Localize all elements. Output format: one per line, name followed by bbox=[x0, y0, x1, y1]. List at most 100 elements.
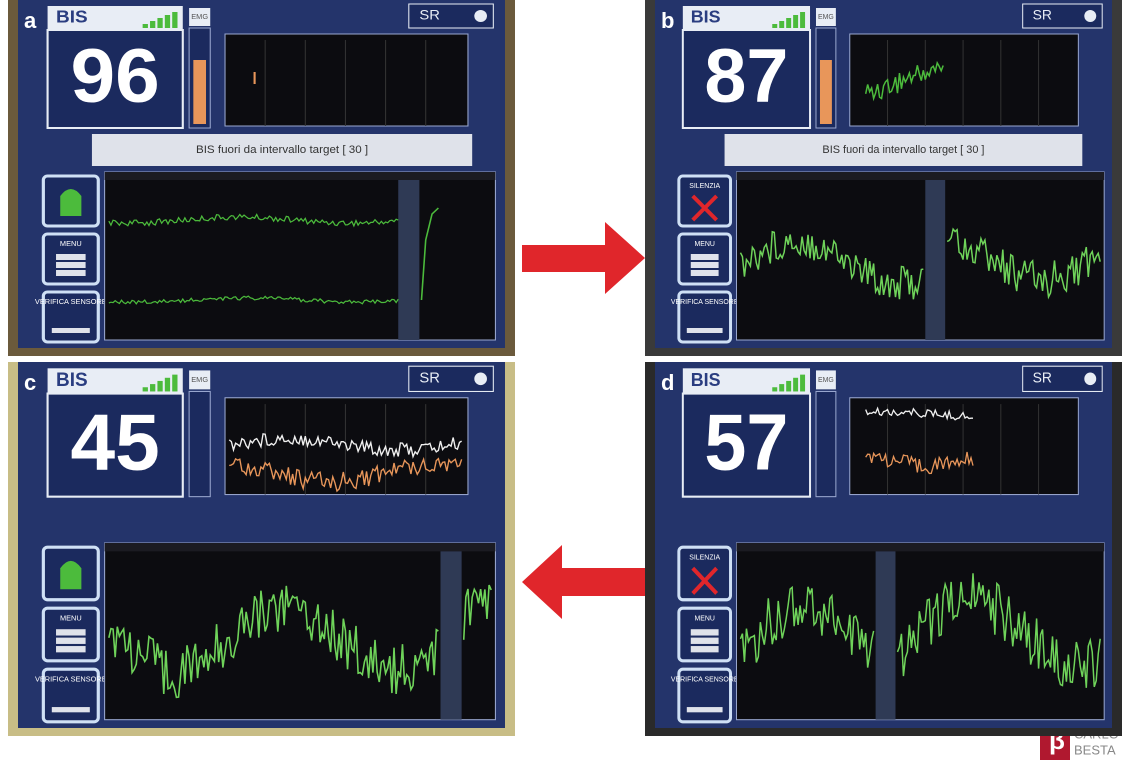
sr-icon bbox=[474, 10, 487, 22]
signal-bar bbox=[165, 378, 170, 392]
button-label: MENU bbox=[60, 614, 82, 623]
button-label: SILENZIA bbox=[689, 553, 720, 561]
trend-graph bbox=[850, 398, 1079, 495]
keypad-icon bbox=[691, 638, 719, 644]
button-label: VERIFICA SENSORE bbox=[35, 675, 107, 684]
eeg-status-strip bbox=[736, 543, 1104, 551]
button-label: SILENZIA bbox=[689, 183, 720, 190]
signal-bar bbox=[772, 24, 777, 28]
emg-bar bbox=[816, 391, 836, 496]
panel-letter: d bbox=[661, 370, 674, 395]
sr-label: SR bbox=[419, 371, 440, 387]
sr-icon bbox=[474, 373, 487, 386]
eeg-window bbox=[736, 172, 1104, 340]
panel-letter: b bbox=[661, 8, 674, 33]
signal-bar bbox=[772, 387, 777, 391]
button-label: VERIFICA SENSORE bbox=[671, 299, 739, 306]
button-label: VERIFICA SENSORE bbox=[671, 675, 739, 683]
signal-bar bbox=[150, 21, 155, 28]
eeg-gap bbox=[441, 551, 462, 719]
sensor-icon bbox=[687, 328, 723, 333]
emg-level bbox=[193, 60, 206, 124]
emg-level bbox=[820, 60, 832, 124]
button-label: MENU bbox=[694, 614, 714, 622]
eeg-gap bbox=[398, 180, 419, 340]
keypad-icon bbox=[56, 646, 86, 652]
eeg-window bbox=[736, 543, 1104, 720]
sr-label: SR bbox=[1033, 370, 1052, 386]
bis-value: 57 bbox=[704, 398, 788, 486]
button-label: MENU bbox=[694, 241, 714, 248]
bis-value: 96 bbox=[71, 33, 160, 119]
emg-label: EMG bbox=[818, 14, 834, 21]
bis-value: 45 bbox=[71, 397, 160, 487]
signal-bar bbox=[800, 12, 805, 28]
bis-label: BIS bbox=[691, 7, 721, 27]
bell-icon bbox=[60, 189, 81, 216]
eeg-gap bbox=[925, 180, 945, 340]
signal-bar bbox=[793, 15, 798, 28]
eeg-status-strip bbox=[105, 543, 496, 551]
keypad-icon bbox=[691, 629, 719, 635]
signal-bar bbox=[172, 12, 177, 28]
emg-label: EMG bbox=[191, 12, 208, 21]
message-text: BIS fuori da intervallo target [ 30 ] bbox=[196, 144, 368, 156]
emg-bar bbox=[189, 391, 210, 496]
panel-letter: a bbox=[24, 8, 37, 33]
sr-icon bbox=[1084, 373, 1096, 386]
bis-label: BIS bbox=[56, 6, 88, 26]
figure: β CARLO BESTA BIS96EMGSRBIS fuori da int… bbox=[0, 0, 1122, 762]
signal-bar bbox=[143, 387, 148, 391]
emg-label: EMG bbox=[191, 375, 208, 384]
arrow-right bbox=[522, 222, 645, 294]
signal-bar bbox=[793, 378, 798, 392]
arrow-left bbox=[522, 545, 645, 619]
keypad-icon bbox=[56, 270, 86, 276]
trend-graph bbox=[850, 34, 1079, 126]
signal-bar bbox=[800, 375, 805, 392]
signal-bar bbox=[786, 381, 791, 392]
bis-label: BIS bbox=[691, 368, 721, 390]
keypad-icon bbox=[56, 638, 86, 644]
eeg-window bbox=[105, 172, 496, 340]
sensor-icon bbox=[52, 328, 90, 333]
keypad-icon bbox=[691, 254, 719, 260]
sensor-icon bbox=[687, 707, 723, 712]
keypad-icon bbox=[691, 270, 719, 276]
button-label: VERIFICA SENSORE bbox=[35, 297, 107, 306]
bell-icon bbox=[60, 561, 81, 589]
keypad-icon bbox=[56, 262, 86, 268]
keypad-icon bbox=[56, 254, 86, 260]
signal-bar bbox=[150, 384, 155, 391]
emg-label: EMG bbox=[818, 376, 834, 384]
keypad-icon bbox=[691, 262, 719, 268]
sr-label: SR bbox=[1033, 7, 1052, 23]
message-text: BIS fuori da intervallo target [ 30 ] bbox=[822, 144, 984, 156]
keypad-icon bbox=[691, 646, 719, 652]
panel-letter: c bbox=[24, 370, 36, 395]
signal-bar bbox=[165, 15, 170, 28]
bis-value: 87 bbox=[704, 34, 788, 119]
sensor-icon bbox=[52, 707, 90, 712]
signal-bar bbox=[172, 375, 177, 392]
signal-bar bbox=[143, 24, 148, 28]
eeg-status-strip bbox=[105, 172, 496, 180]
eeg-gap bbox=[876, 551, 896, 719]
monitor-panel: BIS 96 EMG SR BIS fuori da intervallo target… bbox=[8, 0, 515, 356]
signal-bar bbox=[786, 18, 791, 28]
signal-bar bbox=[157, 381, 162, 392]
monitor-panel: BIS 87 EMG SR BIS fuori da intervallo target… bbox=[645, 0, 1122, 356]
signal-bar bbox=[779, 21, 784, 28]
logo-text: BESTA bbox=[1074, 742, 1116, 757]
monitor-panel: BIS 57 EMG SR SILENZIA MENU VERIFICA SENSORE d bbox=[645, 362, 1122, 736]
button-label: MENU bbox=[60, 239, 82, 248]
monitor-panel: BIS 45 EMG SR MENU VERIFICA SENSORE c bbox=[8, 362, 515, 736]
signal-bar bbox=[157, 18, 162, 28]
sr-icon bbox=[1084, 10, 1096, 22]
signal-bar bbox=[779, 384, 784, 391]
bis-label: BIS bbox=[56, 370, 88, 391]
sr-label: SR bbox=[419, 8, 440, 24]
eeg-status-strip bbox=[736, 172, 1104, 180]
trend-graph bbox=[225, 34, 468, 126]
keypad-icon bbox=[56, 629, 86, 635]
